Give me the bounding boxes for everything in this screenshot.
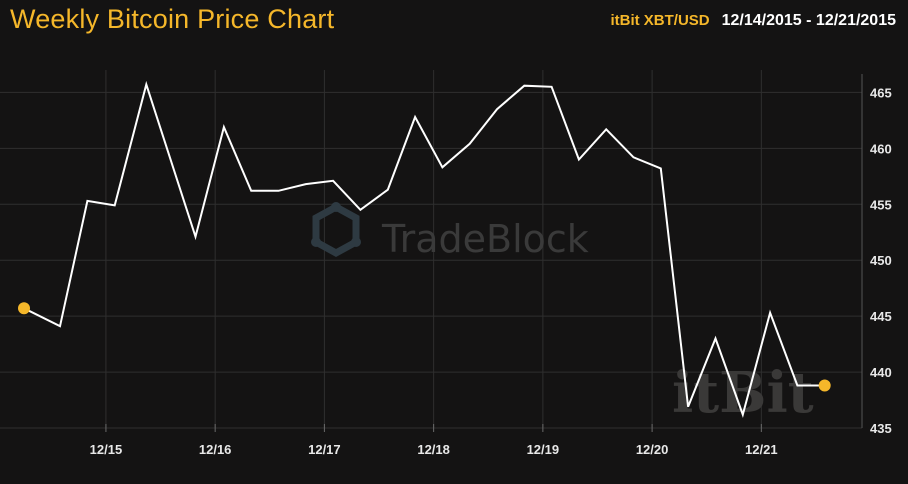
tradeblock-watermark-text: TradeBlock bbox=[381, 217, 589, 261]
x-tick-label: 12/21 bbox=[745, 442, 778, 457]
tradeblock-logo-icon bbox=[311, 202, 361, 257]
y-tick-label: 460 bbox=[870, 141, 892, 156]
y-tick-label: 455 bbox=[870, 197, 892, 212]
y-tick-label: 450 bbox=[870, 253, 892, 268]
y-tick-label: 465 bbox=[870, 85, 892, 100]
endpoint-marker bbox=[18, 302, 30, 315]
chart-axes: 435 440 445 450 455 460 465 12/15 12/16 12/17 12/1… bbox=[90, 74, 892, 457]
x-tick-label: 12/16 bbox=[199, 442, 232, 457]
header-info: itBit XBT/USD 12/14/2015 - 12/21/2015 bbox=[610, 12, 896, 30]
x-tick-label: 12/20 bbox=[636, 442, 669, 457]
chart-title: Weekly Bitcoin Price Chart bbox=[10, 4, 335, 34]
y-tick-label: 435 bbox=[870, 421, 892, 436]
chart-series bbox=[18, 80, 831, 418]
x-tick-label: 12/18 bbox=[417, 442, 450, 457]
tradeblock-watermark: TradeBlock bbox=[311, 202, 589, 261]
date-range-label: 12/14/2015 - 12/21/2015 bbox=[721, 12, 896, 29]
price-line bbox=[23, 80, 825, 418]
currency-pair-label: itBit XBT/USD bbox=[610, 12, 710, 29]
x-tick-label: 12/19 bbox=[527, 442, 560, 457]
x-tick-label: 12/17 bbox=[308, 442, 341, 457]
y-tick-label: 440 bbox=[870, 365, 892, 380]
x-tick-label: 12/15 bbox=[90, 442, 123, 457]
y-tick-label: 445 bbox=[870, 309, 892, 324]
endpoint-marker bbox=[818, 379, 831, 392]
